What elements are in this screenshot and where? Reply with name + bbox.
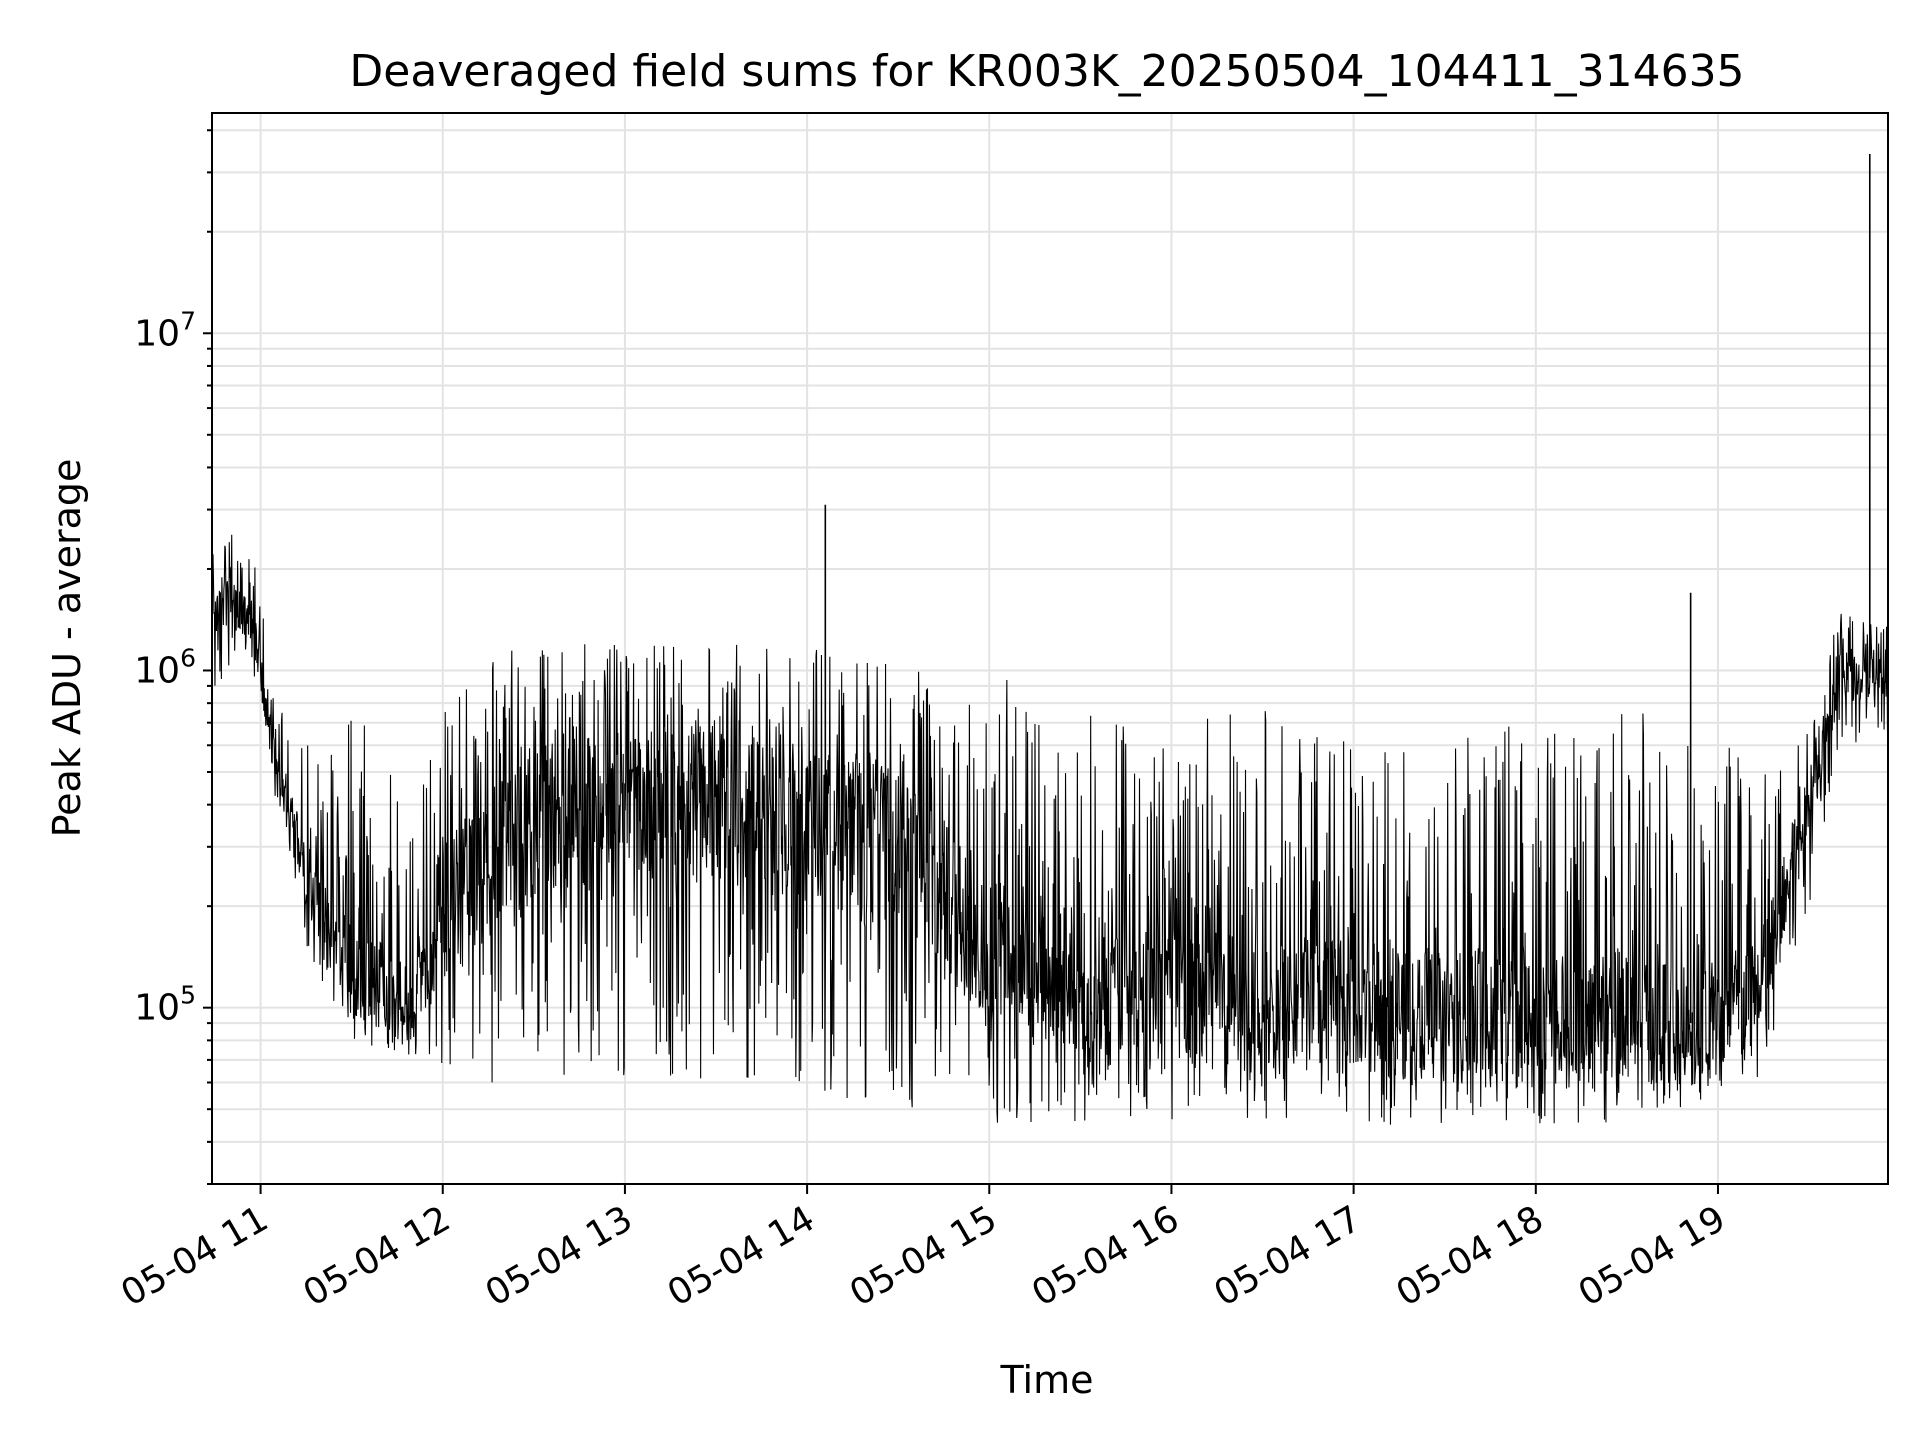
- plot-frame: [211, 112, 1889, 1185]
- y-tick-label: 106: [134, 643, 196, 691]
- y-tick-exponent: 6: [180, 643, 196, 672]
- data-line: [211, 534, 1889, 1125]
- y-tick-exponent: 7: [180, 306, 196, 335]
- y-tick-label: 107: [134, 306, 196, 354]
- y-axis-label: Peak ADU - average: [45, 459, 89, 838]
- y-tick-exponent: 5: [180, 981, 196, 1010]
- y-tick-base: 10: [134, 313, 180, 354]
- x-axis-label: Time: [1000, 1358, 1094, 1402]
- y-tick-base: 10: [134, 988, 180, 1029]
- y-tick-label: 105: [134, 981, 196, 1029]
- chart-title: Deaveraged field sums for KR003K_2025050…: [349, 46, 1744, 97]
- y-tick-base: 10: [134, 650, 180, 691]
